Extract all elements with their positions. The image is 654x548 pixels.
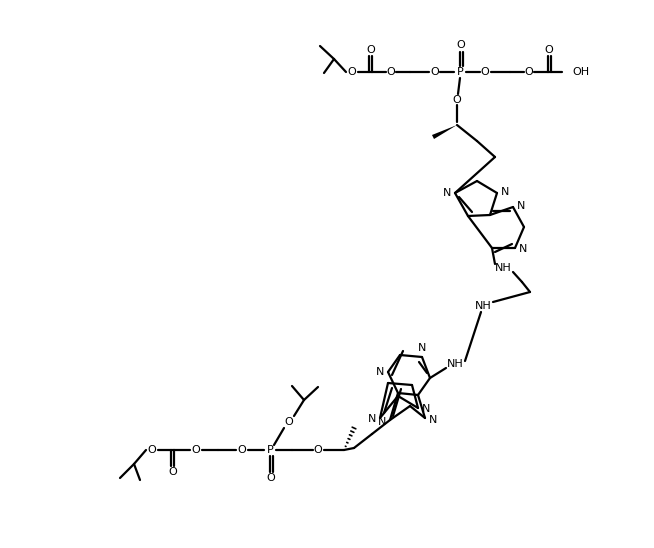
Text: N: N bbox=[368, 414, 376, 424]
Text: N: N bbox=[501, 187, 509, 197]
Text: O: O bbox=[237, 445, 247, 455]
Text: O: O bbox=[367, 45, 375, 55]
Text: P: P bbox=[456, 67, 464, 77]
Text: P: P bbox=[267, 445, 273, 455]
Text: O: O bbox=[453, 95, 461, 105]
Text: OH: OH bbox=[572, 67, 589, 77]
Text: NH: NH bbox=[475, 301, 491, 311]
Text: N: N bbox=[418, 343, 426, 353]
Text: N: N bbox=[517, 201, 525, 211]
Text: N: N bbox=[443, 188, 451, 198]
Text: O: O bbox=[267, 473, 275, 483]
Text: N: N bbox=[519, 244, 527, 254]
Text: NH: NH bbox=[447, 359, 464, 369]
Text: O: O bbox=[169, 467, 177, 477]
Text: O: O bbox=[525, 67, 534, 77]
Text: N: N bbox=[429, 415, 437, 425]
Text: O: O bbox=[481, 67, 489, 77]
Text: O: O bbox=[314, 445, 322, 455]
Text: O: O bbox=[387, 67, 396, 77]
Text: O: O bbox=[148, 445, 156, 455]
Text: NH: NH bbox=[494, 263, 511, 273]
Text: N: N bbox=[422, 404, 430, 414]
Text: O: O bbox=[348, 67, 356, 77]
Text: O: O bbox=[192, 445, 200, 455]
Text: O: O bbox=[430, 67, 439, 77]
Text: N: N bbox=[376, 367, 384, 377]
Text: O: O bbox=[284, 417, 294, 427]
Text: O: O bbox=[545, 45, 553, 55]
Polygon shape bbox=[432, 125, 457, 139]
Text: O: O bbox=[456, 40, 466, 50]
Text: N: N bbox=[378, 417, 387, 427]
